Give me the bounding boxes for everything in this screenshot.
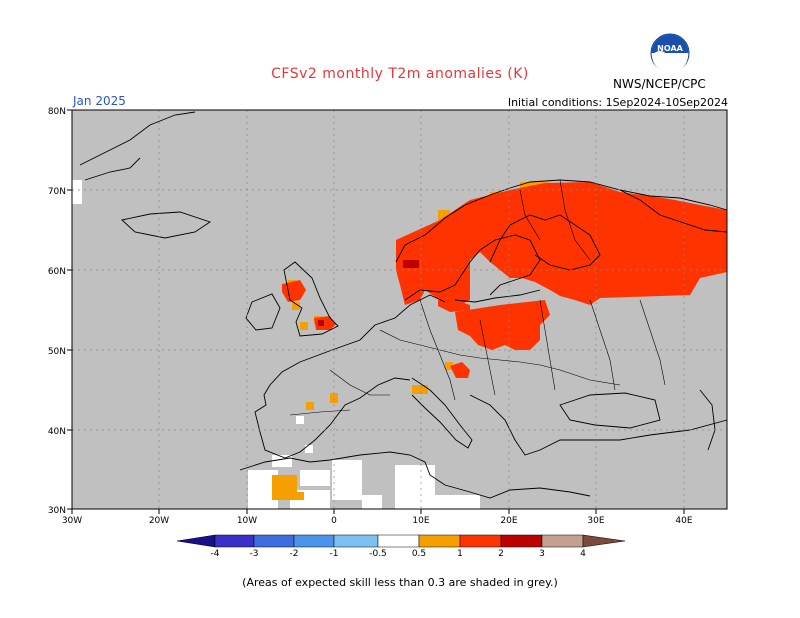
colorbar-label: 4 <box>580 549 586 559</box>
logo-text: NOAA <box>657 44 683 53</box>
colorbar-label: -0.5 <box>369 549 387 559</box>
skill-footnote: (Areas of expected skill less than 0.3 a… <box>242 576 558 589</box>
colorbar-labels: -4 -3 -2 -1 -0.5 0.5 1 2 3 4 <box>211 549 587 559</box>
map-title: CFSv2 monthly T2m anomalies (K) <box>271 66 529 82</box>
initial-conditions: Initial conditions: 1Sep2024-10Sep2024 <box>507 96 728 109</box>
tick-marks <box>67 109 685 514</box>
noaa-logo: NOAA <box>650 33 690 73</box>
colorbar-segment-2 <box>253 534 295 548</box>
country-borders <box>289 179 666 416</box>
colorbar-left-arrow <box>176 534 216 548</box>
coastlines <box>79 111 728 499</box>
lon-label-20w: 20W <box>149 516 169 526</box>
colorbar-segment-8 <box>500 534 543 548</box>
lon-label-30e: 30E <box>587 516 604 526</box>
forecast-month: Jan 2025 <box>73 94 126 108</box>
map-background <box>72 110 727 509</box>
colorbar-label: -2 <box>290 549 299 559</box>
latitude-labels: 80N 70N 60N 50N 40N 30N <box>48 107 66 516</box>
colorbar-segment-4 <box>333 534 379 548</box>
lat-label-50n: 50N <box>48 347 66 357</box>
anomaly-2-3-regions <box>318 260 419 326</box>
map-frame <box>71 109 728 510</box>
lat-label-40n: 40N <box>48 427 66 437</box>
lon-label-10e: 10E <box>412 516 429 526</box>
colorbar-segment-3 <box>293 534 335 548</box>
lon-label-40e: 40E <box>675 516 692 526</box>
lon-label-30w: 30W <box>62 516 82 526</box>
longitude-labels: 30W 20W 10W 0 10E 20E 30E 40E <box>62 516 693 526</box>
colorbar-label: -3 <box>250 549 259 559</box>
anomaly-1-2-regions <box>282 182 727 378</box>
colorbar-label: 3 <box>539 549 545 559</box>
lon-label-20e: 20E <box>500 516 517 526</box>
colorbar-label: -1 <box>330 549 339 559</box>
lon-label-0: 0 <box>331 516 337 526</box>
colorbar-segment-6 <box>418 534 461 548</box>
lat-label-70n: 70N <box>48 187 66 197</box>
lat-label-80n: 80N <box>48 107 66 117</box>
colorbar-segment-5 <box>377 534 420 548</box>
colorbar <box>176 534 626 548</box>
lat-label-60n: 60N <box>48 267 66 277</box>
lat-label-30n: 30N <box>48 506 66 516</box>
colorbar-segment-9 <box>541 534 584 548</box>
colorbar-right-arrow <box>582 534 626 548</box>
colorbar-segment-7 <box>459 534 502 548</box>
lon-label-10w: 10W <box>237 516 257 526</box>
colorbar-segment-1 <box>214 534 255 548</box>
colorbar-label: 1 <box>457 549 463 559</box>
colorbar-label: -4 <box>211 549 220 559</box>
colorbar-label: 0.5 <box>412 549 426 559</box>
colorbar-label: 2 <box>498 549 504 559</box>
graticule <box>72 110 727 509</box>
agency-label: NWS/NCEP/CPC <box>613 77 706 91</box>
